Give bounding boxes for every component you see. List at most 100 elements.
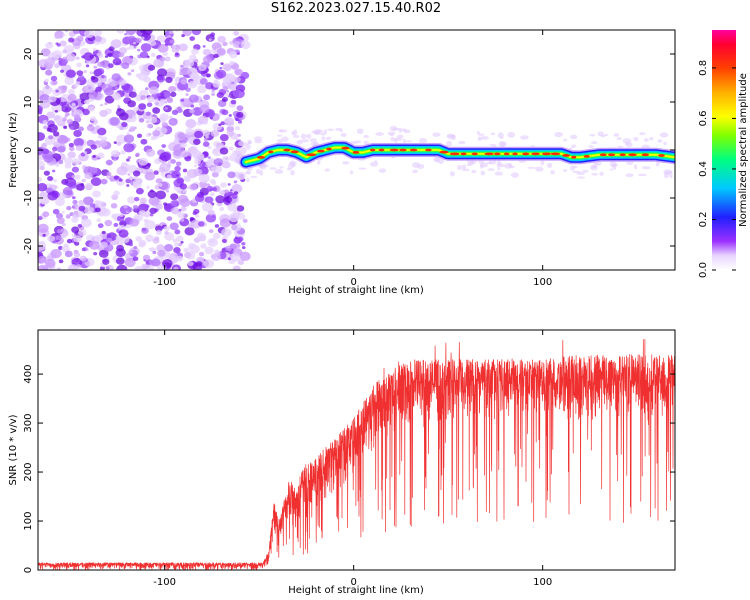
noise-blob (241, 246, 246, 250)
noise-blob (159, 162, 171, 172)
noise-blob (159, 56, 166, 62)
noise-blob (168, 85, 177, 93)
noise-region (38, 30, 251, 270)
noise-blob (220, 62, 224, 65)
track-halo (363, 140, 369, 145)
noise-blob (41, 142, 47, 148)
track-peak (460, 152, 467, 156)
noise-blob (38, 183, 48, 192)
noise-blob (232, 265, 241, 270)
track-halo (363, 134, 370, 139)
noise-blob (64, 250, 73, 258)
snr-x-tick-label: -100 (153, 577, 176, 588)
noise-blob (138, 239, 147, 247)
track-halo (509, 165, 515, 169)
noise-blob (155, 230, 162, 235)
noise-blob (242, 218, 248, 223)
noise-blob (227, 171, 236, 179)
noise-blob (133, 46, 137, 49)
noise-blob (111, 73, 121, 82)
track-peak (449, 152, 460, 156)
noise-blob (51, 146, 58, 152)
noise-blob (171, 109, 179, 115)
noise-blob (56, 267, 61, 270)
noise-blob (58, 259, 64, 264)
noise-blob (176, 235, 184, 242)
noise-blob (120, 150, 126, 155)
noise-blob (60, 99, 65, 103)
noise-blob (168, 118, 178, 126)
noise-blob (152, 130, 160, 137)
track-halo (480, 162, 488, 168)
noise-blob (170, 193, 179, 201)
snr-y-tick-label: 100 (23, 511, 34, 530)
noise-blob (187, 261, 194, 267)
spectrogram-y-axis: -20 -10 0 10 20 (23, 48, 675, 254)
noise-blob (159, 113, 169, 121)
track-halo (313, 129, 322, 135)
noise-blob (111, 50, 121, 59)
noise-blob (211, 253, 221, 262)
noise-blob (148, 196, 160, 206)
track-peak (256, 155, 266, 159)
noise-blob (116, 30, 125, 34)
noise-blob (162, 51, 168, 57)
snr-line (38, 339, 675, 570)
noise-blob (237, 259, 245, 265)
track-halo (246, 177, 250, 183)
noise-blob (134, 37, 142, 44)
noise-blob (113, 158, 117, 161)
noise-blob (140, 36, 145, 40)
noise-blob (224, 117, 235, 126)
noise-blob (239, 251, 251, 261)
snr-x-axis: -100 0 100 (153, 330, 552, 588)
noise-blob (66, 190, 73, 196)
noise-blob (133, 107, 139, 112)
noise-blob (215, 195, 226, 204)
noise-blob (202, 179, 208, 184)
track-halo (477, 133, 485, 136)
noise-blob (61, 59, 69, 65)
noise-blob (61, 210, 65, 214)
track-halo (637, 173, 647, 177)
noise-blob (234, 125, 241, 131)
noise-blob (66, 238, 73, 244)
noise-blob (188, 94, 199, 103)
noise-blob (195, 261, 203, 267)
noise-blob (138, 103, 147, 110)
track-halo (663, 169, 673, 175)
noise-blob (230, 253, 241, 262)
noise-blob (84, 84, 94, 93)
noise-blob (73, 129, 82, 138)
track-peak (283, 148, 291, 152)
track-peak (290, 150, 299, 154)
track-halo (563, 168, 568, 172)
noise-blob (221, 96, 228, 102)
noise-blob (178, 242, 183, 247)
track-peak (583, 155, 590, 158)
track-halo (480, 136, 489, 140)
noise-blob (176, 255, 184, 262)
noise-blob (42, 233, 46, 237)
noise-blob (116, 141, 122, 146)
colorbar-tick-label: 0.2 (698, 212, 709, 228)
colorbar-ticks: 0.0 0.2 0.4 0.6 0.8 (698, 60, 736, 278)
noise-blob (178, 43, 188, 52)
track-peak (341, 146, 350, 150)
noise-blob (229, 41, 234, 45)
noise-blob (177, 108, 183, 113)
track-halo (403, 129, 411, 134)
noise-blob (126, 35, 137, 45)
noise-blob (44, 78, 49, 83)
noise-blob (38, 255, 47, 264)
noise-blob (72, 30, 81, 35)
track-halo (609, 168, 613, 171)
noise-blob (52, 169, 56, 173)
noise-blob (61, 222, 66, 227)
track-halo (659, 132, 669, 138)
noise-blob (147, 190, 157, 198)
noise-blob (185, 118, 197, 129)
noise-blob (104, 87, 114, 96)
track-peak (494, 152, 501, 156)
